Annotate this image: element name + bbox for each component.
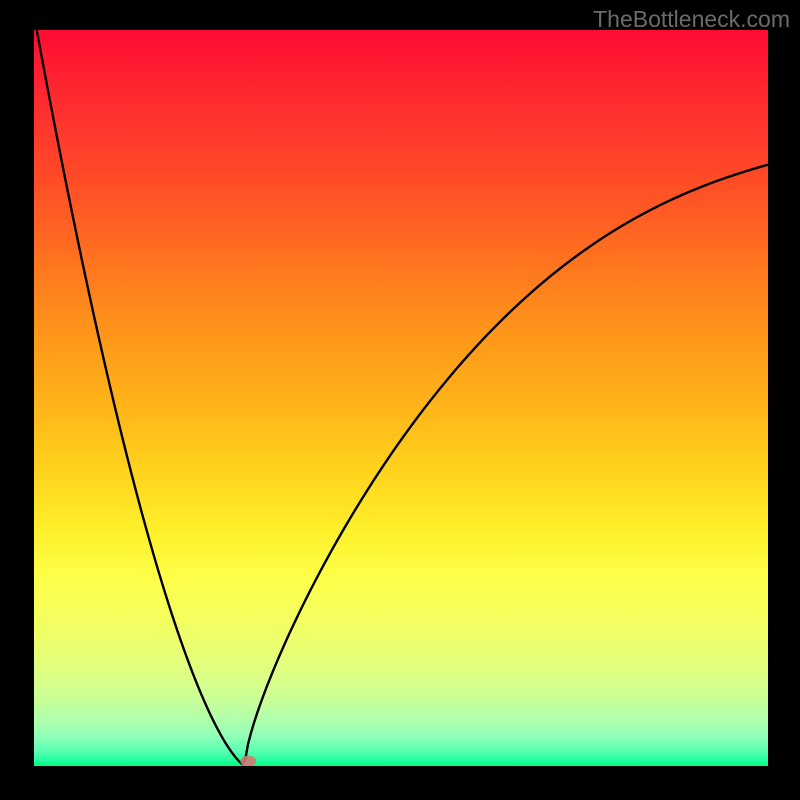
curve-layer (0, 0, 800, 800)
bottleneck-curve (34, 15, 768, 764)
optimal-point-marker (240, 756, 256, 767)
chart-frame: TheBottleneck.com (0, 0, 800, 800)
watermark-text: TheBottleneck.com (593, 6, 790, 33)
